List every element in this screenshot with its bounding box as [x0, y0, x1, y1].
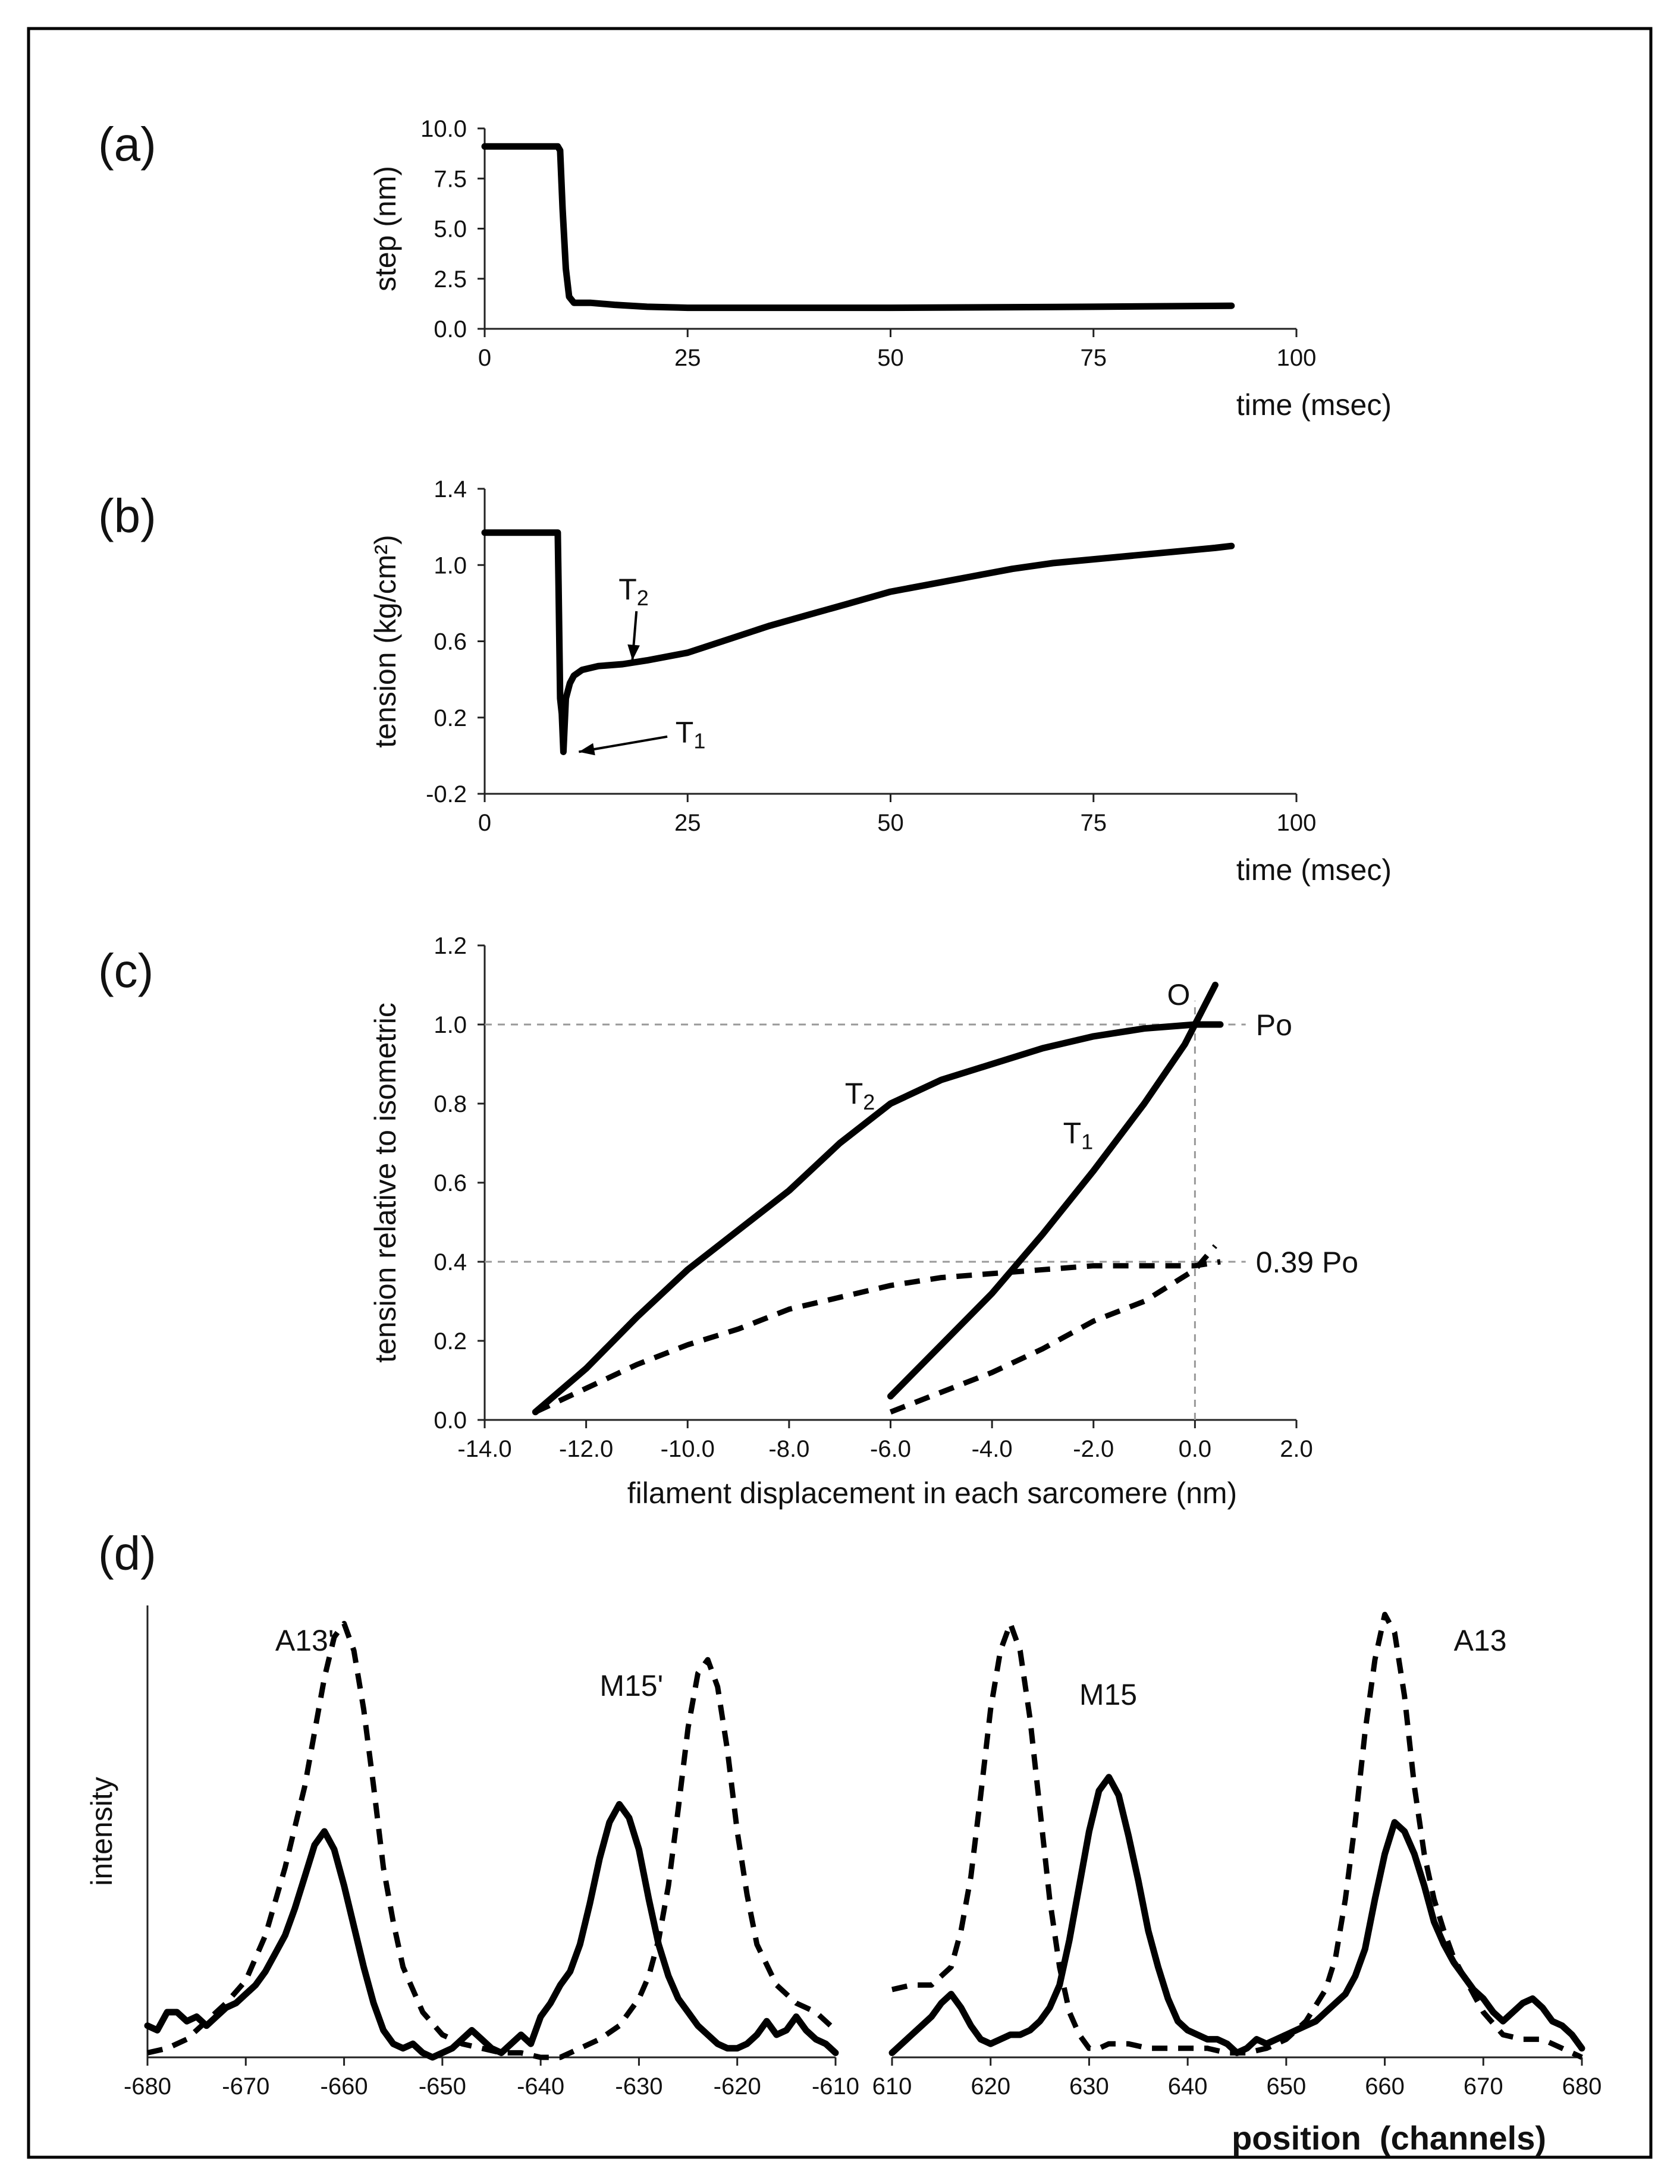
- x-tick-label: 25: [674, 810, 701, 836]
- x-tick-label: 0: [478, 810, 491, 836]
- annotation-d-left: M15': [599, 1669, 663, 1702]
- x-tick-label: 640: [1168, 2073, 1208, 2100]
- y-tick-label: 0.4: [434, 1249, 467, 1275]
- x-tick-label: -6.0: [870, 1436, 911, 1462]
- panel-c: (c) -14.0 -12.0 -10.0 -8.0 -6.0 -4.0 -2.0 0.0 2.0…: [98, 933, 1358, 1510]
- x-axis-label: filament displacement in each sarcomere …: [627, 1476, 1237, 1510]
- x-tick-label: -4.0: [972, 1436, 1013, 1462]
- y-tick-label: 0.8: [434, 1091, 467, 1117]
- y-tick-label: 0.0: [434, 1407, 467, 1434]
- x-tick-label: -2.0: [1073, 1436, 1114, 1462]
- x-axis-label: time (msec): [1236, 388, 1392, 422]
- panel-label-d-left: (d): [98, 1527, 156, 1580]
- x-tick-label: 610: [872, 2073, 912, 2100]
- panel-b: (b) 0 25 50 75 100 -0.2 0.2 0.6 1.0 1.4 time (msec)…: [98, 476, 1392, 887]
- panel-d-right: 610 620 630 640 650 660 670 680 position (channe…: [872, 1611, 1602, 2157]
- x-tick-label: -630: [615, 2073, 662, 2100]
- x-tick-label: -680: [124, 2073, 171, 2100]
- panel-label-b: (b): [98, 489, 156, 542]
- y-axis-label: step (nm): [369, 166, 402, 291]
- annotation-d-right: A13: [1454, 1624, 1507, 1657]
- series-c-2: [534, 1259, 1221, 1415]
- y-tick-label: 1.0: [434, 1012, 467, 1038]
- y-tick-label: 10.0: [420, 116, 467, 142]
- annotation-c: T1: [1063, 1117, 1094, 1154]
- x-tick-label: -640: [517, 2073, 564, 2100]
- x-tick-label: 100: [1277, 345, 1317, 371]
- y-tick-label: 0.2: [434, 1328, 467, 1355]
- x-tick-label: -660: [321, 2073, 368, 2100]
- x-tick-label: 670: [1464, 2073, 1503, 2100]
- y-tick-label: 1.4: [434, 476, 467, 502]
- panel-d-left: (d) -680 -670 -660 -650 -640 -630 -620 -610 inten…: [85, 1527, 859, 2100]
- x-tick-label: -610: [812, 2073, 859, 2100]
- series-c-3: [889, 1244, 1217, 1415]
- x-tick-label: -12.0: [559, 1436, 613, 1462]
- x-tick-label: -10.0: [661, 1436, 715, 1462]
- x-tick-label: 630: [1069, 2073, 1109, 2100]
- x-tick-label: 0: [478, 345, 491, 371]
- annotation-d-left: A13': [275, 1624, 334, 1657]
- x-tick-label: 620: [971, 2073, 1010, 2100]
- x-tick-label: -650: [419, 2073, 466, 2100]
- annotation-d-right: M15: [1079, 1678, 1137, 1711]
- x-axis-label: time (msec): [1236, 853, 1392, 887]
- y-tick-label: 2.5: [434, 266, 467, 293]
- reference-label: 0.39 Po: [1256, 1246, 1358, 1279]
- series-d-right-1: [891, 1611, 1583, 2060]
- panel-a: (a) 0 25 50 75 100 0.0 2.5 5.0 7.5 10.0 time (msec)…: [98, 116, 1392, 422]
- annotation-arrowhead: [579, 743, 595, 756]
- series-b-0: [481, 529, 1235, 755]
- reference-label: Po: [1256, 1008, 1292, 1042]
- x-tick-label: 75: [1081, 810, 1107, 836]
- x-tick-label: -8.0: [768, 1436, 809, 1462]
- y-tick-label: 5.0: [434, 216, 467, 243]
- series-d-left-1: [146, 1620, 838, 2060]
- annotation-c: T2: [845, 1077, 875, 1114]
- x-tick-label: -620: [714, 2073, 761, 2100]
- x-tick-label: -14.0: [457, 1436, 511, 1462]
- x-tick-label: 100: [1277, 810, 1317, 836]
- series-c-1: [887, 982, 1219, 1400]
- y-tick-label: 0.6: [434, 1170, 467, 1196]
- figure-border: [27, 27, 1653, 2159]
- x-tick-label: 75: [1081, 345, 1107, 371]
- x-tick-label: 680: [1562, 2073, 1602, 2100]
- x-tick-label: -670: [222, 2073, 269, 2100]
- annotation-arrowhead: [627, 644, 640, 661]
- panel-label-a: (a): [98, 118, 156, 171]
- series-c-0: [532, 1021, 1224, 1416]
- y-axis-label: tension (kg/cm²): [369, 535, 402, 747]
- x-tick-label: 25: [674, 345, 701, 371]
- x-tick-label: 50: [877, 345, 904, 371]
- x-tick-label: 50: [877, 810, 904, 836]
- series-a-0: [481, 143, 1235, 312]
- y-tick-label: 0.0: [434, 316, 467, 342]
- x-tick-label: 2.0: [1280, 1436, 1313, 1462]
- y-tick-label: 1.0: [434, 552, 467, 579]
- annotation-b: T2: [618, 573, 649, 610]
- y-tick-label: 0.6: [434, 629, 467, 655]
- x-axis-label: position (channels): [1232, 2119, 1546, 2157]
- x-tick-label: 650: [1266, 2073, 1306, 2100]
- y-tick-label: 0.2: [434, 705, 467, 731]
- y-tick-label: -0.2: [426, 781, 467, 807]
- annotation-c: O: [1167, 978, 1190, 1011]
- annotation-b: T1: [676, 715, 706, 753]
- x-tick-label: 0.0: [1179, 1436, 1212, 1462]
- y-tick-label: 7.5: [434, 166, 467, 192]
- y-axis-label: intensity: [85, 1777, 118, 1886]
- x-tick-label: 660: [1365, 2073, 1405, 2100]
- panel-label-c: (c): [98, 944, 153, 997]
- y-tick-label: 1.2: [434, 933, 467, 959]
- y-axis-label: tension relative to isometric: [369, 1003, 402, 1363]
